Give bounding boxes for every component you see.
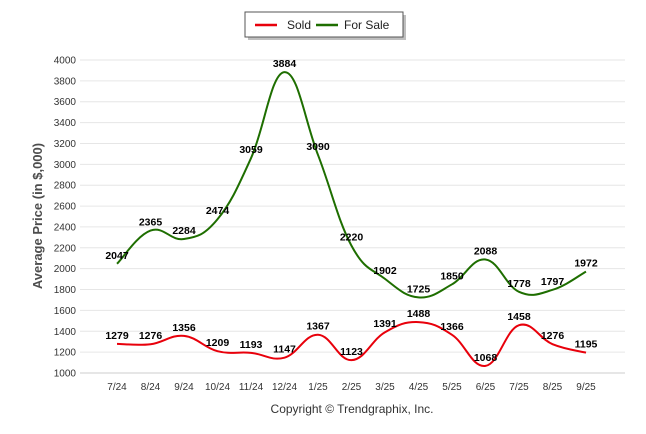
chart-credit: Copyright © Trendgraphix, Inc.: [271, 402, 434, 416]
y-axis-ticks: 1000 1200 1400 1600 1800 2000 2200 2400 2600 2800…: [54, 56, 77, 380]
x-tick-label: 4/25: [409, 382, 429, 393]
x-tick-label: 11/24: [239, 382, 264, 393]
data-label-for-sale: 2365: [139, 217, 163, 229]
x-tick-label: 3/25: [375, 382, 395, 393]
x-tick-label: 7/24: [107, 382, 127, 393]
data-label-for-sale: 1902: [373, 265, 397, 277]
data-label-for-sale: 1725: [407, 283, 431, 295]
y-tick-label: 1400: [54, 327, 77, 338]
data-label-for-sale: 2220: [340, 232, 364, 244]
data-label-for-sale: 3059: [239, 144, 263, 156]
data-label-for-sale: 1850: [440, 270, 464, 282]
y-tick-label: 3800: [54, 76, 77, 87]
data-label-sold: 1123: [340, 346, 363, 358]
legend-item-sold[interactable]: Sold: [287, 18, 311, 32]
x-tick-label: 1/25: [308, 382, 328, 393]
data-label-for-sale: 3884: [273, 58, 297, 70]
x-tick-label: 7/25: [509, 382, 529, 393]
data-label-for-sale: 1972: [574, 258, 598, 270]
data-label-sold: 1147: [273, 344, 296, 356]
legend[interactable]: Sold For Sale: [244, 11, 406, 40]
y-tick-label: 1600: [54, 306, 77, 317]
y-tick-label: 1800: [54, 285, 77, 296]
x-tick-label: 5/25: [442, 382, 462, 393]
y-tick-label: 3600: [54, 97, 77, 108]
y-tick-label: 1000: [54, 369, 77, 380]
x-tick-label: 6/25: [476, 382, 496, 393]
y-tick-label: 4000: [54, 56, 77, 67]
data-label-for-sale: 2088: [474, 245, 498, 257]
x-tick-label: 8/24: [141, 382, 161, 393]
data-label-sold: 1279: [105, 330, 129, 342]
x-axis-ticks: 7/24 8/24 9/24 10/24 11/24 12/24 1/25 2/25 3/25 4…: [107, 382, 596, 393]
series-line-for-sale: [116, 71, 587, 299]
data-label-sold: 1068: [474, 352, 498, 364]
data-label-for-sale: 3090: [306, 141, 330, 153]
grid-lines: [80, 59, 625, 374]
y-tick-label: 2000: [54, 264, 77, 275]
data-label-for-sale: 1797: [541, 276, 565, 288]
legend-item-for-sale[interactable]: For Sale: [344, 18, 390, 32]
y-axis-title: Average Price (in $,000): [30, 143, 45, 289]
y-tick-label: 2600: [54, 202, 77, 213]
data-label-sold: 1193: [240, 339, 263, 351]
series-line-sold: [116, 321, 587, 367]
data-label-for-sale: 2284: [172, 225, 196, 237]
data-label-sold: 1276: [541, 330, 565, 342]
data-label-sold: 1209: [206, 337, 230, 349]
data-label-sold: 1195: [575, 339, 598, 351]
y-tick-label: 3400: [54, 118, 77, 129]
y-tick-label: 2800: [54, 181, 77, 192]
x-tick-label: 8/25: [543, 382, 563, 393]
data-label-sold: 1458: [507, 311, 531, 323]
x-tick-label: 2/25: [342, 382, 362, 393]
x-tick-label: 10/24: [205, 382, 230, 393]
data-label-sold: 1367: [306, 321, 330, 333]
data-label-sold: 1276: [139, 330, 163, 342]
x-tick-label: 9/25: [576, 382, 596, 393]
y-tick-label: 3000: [54, 160, 77, 171]
x-tick-label: 9/24: [174, 382, 194, 393]
y-tick-label: 2400: [54, 222, 77, 233]
y-tick-label: 3200: [54, 139, 77, 150]
data-labels: 1279 1276 1356 1209 1193 1147 1367 1123 1391 1488…: [105, 58, 598, 364]
x-tick-label: 12/24: [272, 382, 297, 393]
data-label-sold: 1366: [440, 321, 464, 333]
data-label-sold: 1391: [373, 318, 397, 330]
series-lines: [116, 71, 587, 367]
data-label-for-sale: 1778: [507, 278, 531, 290]
data-label-for-sale: 2474: [206, 205, 230, 217]
data-label-sold: 1488: [407, 308, 431, 320]
y-tick-label: 1200: [54, 348, 77, 359]
data-label-sold: 1356: [172, 322, 196, 334]
y-tick-label: 2200: [54, 243, 77, 254]
data-label-for-sale: 2047: [105, 250, 129, 262]
